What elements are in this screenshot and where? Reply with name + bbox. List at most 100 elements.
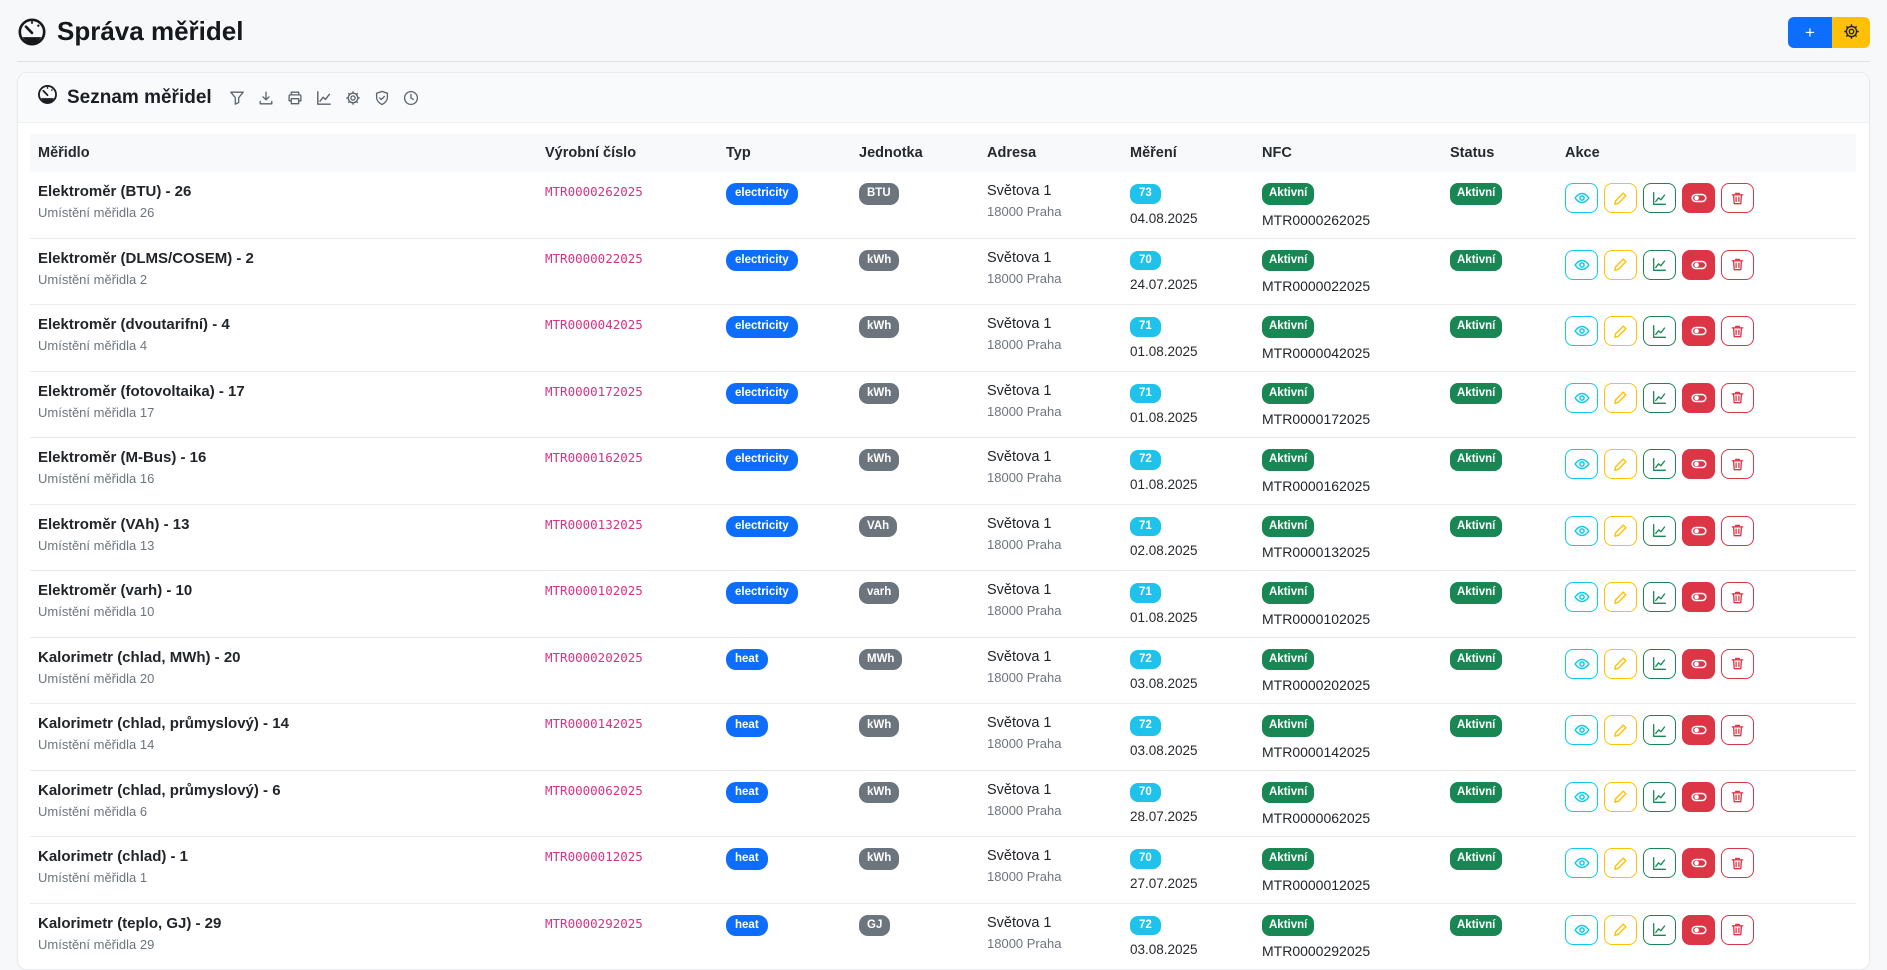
delete-button[interactable] (1721, 382, 1754, 413)
history-icon[interactable] (403, 90, 419, 106)
view-button[interactable] (1565, 316, 1598, 346)
chart-button[interactable] (1643, 249, 1676, 280)
page-header: Správa měřidel + (17, 12, 1870, 53)
actions-cell (1557, 902, 1856, 969)
view-button[interactable] (1565, 648, 1598, 679)
trash-icon (1730, 191, 1745, 206)
view-button[interactable] (1565, 715, 1598, 745)
toggle-button[interactable] (1682, 449, 1715, 479)
view-button[interactable] (1565, 914, 1598, 945)
measurement-count-badge: 70 (1130, 250, 1161, 270)
view-button[interactable] (1565, 382, 1598, 413)
table-row: Elektroměr (dvoutarifní) - 4 Umístění mě… (30, 304, 1856, 371)
edit-button[interactable] (1604, 582, 1637, 612)
toggle-button[interactable] (1682, 382, 1715, 413)
nfc-status-badge: Aktivní (1262, 914, 1315, 936)
chart-icon[interactable] (316, 90, 332, 106)
row-actions (1565, 249, 1848, 280)
toggle-button[interactable] (1682, 648, 1715, 679)
table-row: Elektroměr (VAh) - 13 Umístění měřidla 1… (30, 503, 1856, 571)
row-actions (1565, 715, 1848, 745)
chart-button[interactable] (1643, 582, 1676, 612)
view-button[interactable] (1565, 848, 1598, 878)
toggle-icon (1690, 589, 1707, 605)
view-button[interactable] (1565, 781, 1598, 812)
type-cell: electricity (718, 503, 851, 571)
edit-button[interactable] (1604, 715, 1637, 745)
type-badge: heat (726, 848, 768, 870)
view-button[interactable] (1565, 449, 1598, 479)
toggle-button[interactable] (1682, 515, 1715, 546)
chart-button[interactable] (1643, 715, 1676, 745)
edit-button[interactable] (1604, 449, 1637, 479)
edit-button[interactable] (1604, 316, 1637, 346)
trash-icon (1730, 324, 1745, 339)
chart-button[interactable] (1643, 848, 1676, 878)
delete-button[interactable] (1721, 183, 1754, 213)
meter-location: Umístění měřidla 17 (38, 404, 155, 420)
toggle-button[interactable] (1682, 183, 1715, 213)
unit-badge: kWh (859, 382, 900, 404)
delete-button[interactable] (1721, 515, 1754, 546)
edit-button[interactable] (1604, 914, 1637, 945)
delete-button[interactable] (1721, 648, 1754, 679)
unit-cell: kWh (851, 769, 979, 837)
toggle-button[interactable] (1682, 781, 1715, 812)
trash-icon (1730, 523, 1745, 538)
toggle-button[interactable] (1682, 582, 1715, 612)
nfc-serial: MTR0000262025 (1262, 211, 1371, 228)
status-badge: Aktivní (1450, 848, 1503, 870)
delete-button[interactable] (1721, 249, 1754, 280)
toggle-button[interactable] (1682, 848, 1715, 878)
toggle-button[interactable] (1682, 914, 1715, 945)
status-cell: Aktivní (1442, 370, 1557, 438)
chart-button[interactable] (1643, 183, 1676, 213)
delete-button[interactable] (1721, 582, 1754, 612)
settings-icon[interactable] (345, 90, 361, 106)
add-meter-button[interactable]: + (1788, 17, 1832, 48)
delete-button[interactable] (1721, 781, 1754, 812)
toggle-button[interactable] (1682, 316, 1715, 346)
edit-button[interactable] (1604, 183, 1637, 213)
filter-icon[interactable] (229, 90, 245, 106)
edit-button[interactable] (1604, 648, 1637, 679)
toggle-button[interactable] (1682, 715, 1715, 745)
chart-button[interactable] (1643, 648, 1676, 679)
delete-button[interactable] (1721, 914, 1754, 945)
chart-button[interactable] (1643, 515, 1676, 546)
unit-cell: kWh (851, 237, 979, 305)
edit-button[interactable] (1604, 249, 1637, 280)
header-settings-button[interactable] (1832, 17, 1870, 48)
edit-button[interactable] (1604, 781, 1637, 812)
view-button[interactable] (1565, 183, 1598, 213)
status-badge: Aktivní (1450, 183, 1503, 205)
view-button[interactable] (1565, 249, 1598, 280)
download-icon[interactable] (258, 90, 274, 106)
view-button[interactable] (1565, 582, 1598, 612)
chart-button[interactable] (1643, 382, 1676, 413)
delete-button[interactable] (1721, 449, 1754, 479)
print-icon[interactable] (287, 90, 303, 106)
chart-button[interactable] (1643, 914, 1676, 945)
meter-cell: Kalorimetr (chlad, MWh) - 20 Umístění mě… (30, 636, 537, 704)
chart-button[interactable] (1643, 316, 1676, 346)
delete-button[interactable] (1721, 316, 1754, 346)
actions-cell (1557, 304, 1856, 371)
serial-cell: MTR0000162025 (537, 437, 718, 504)
column-header-type: Typ (718, 134, 851, 172)
pencil-icon (1613, 789, 1628, 804)
edit-button[interactable] (1604, 382, 1637, 413)
nfc-status-badge: Aktivní (1262, 648, 1315, 670)
edit-button[interactable] (1604, 848, 1637, 878)
chart-button[interactable] (1643, 449, 1676, 479)
edit-button[interactable] (1604, 515, 1637, 546)
actions-cell (1557, 172, 1856, 238)
page-title-text: Správa měřidel (57, 16, 244, 46)
chart-button[interactable] (1643, 781, 1676, 812)
delete-button[interactable] (1721, 848, 1754, 878)
delete-button[interactable] (1721, 715, 1754, 745)
nfc-serial: MTR0000062025 (1262, 810, 1371, 826)
shield-check-icon[interactable] (374, 90, 390, 106)
view-button[interactable] (1565, 515, 1598, 546)
toggle-button[interactable] (1682, 249, 1715, 280)
